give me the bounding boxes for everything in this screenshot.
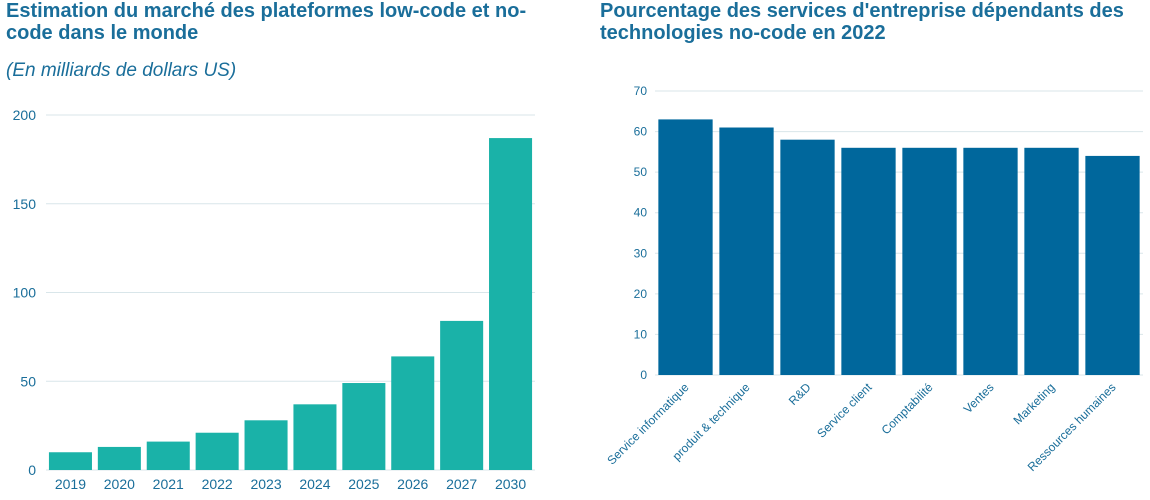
left-y-tick-label: 100 <box>13 285 37 301</box>
left-x-tick-label: 2025 <box>348 476 379 492</box>
right-chart-title: Pourcentage des services d'entreprise dé… <box>600 0 1124 44</box>
left-bar-2027 <box>440 320 484 470</box>
left-x-tick-label: 2023 <box>250 476 281 492</box>
right-bar-5 <box>963 147 1018 375</box>
left-chart-subtitle: (En milliards de dollars US) <box>6 60 237 81</box>
right-bar-7 <box>1085 155 1140 375</box>
right-y-tick-label: 10 <box>634 327 648 341</box>
left-bar-2019 <box>48 452 92 470</box>
left-chart-title: Estimation du marché des plateformes low… <box>6 0 527 44</box>
right-y-tick-label: 60 <box>634 125 648 139</box>
right-bar-4 <box>902 147 957 375</box>
left-x-tick-label: 2026 <box>397 476 428 492</box>
right-bar-1 <box>719 127 774 375</box>
right-y-tick-label: 70 <box>634 84 648 98</box>
left-y-tick-label: 200 <box>13 107 37 123</box>
right-bar-6 <box>1024 147 1079 375</box>
right-y-tick-label: 40 <box>634 206 648 220</box>
left-x-tick-label: 2019 <box>55 476 86 492</box>
right-bar-3 <box>841 147 896 375</box>
right-x-tick-label: Marketing <box>1010 380 1057 427</box>
left-x-tick-label: 2021 <box>153 476 184 492</box>
left-bar-2022 <box>195 432 239 470</box>
right-x-tick-label: Service client <box>814 380 875 441</box>
left-bar-2025 <box>342 383 386 470</box>
left-bar-2030 <box>489 138 533 470</box>
right-y-tick-label: 30 <box>634 246 648 260</box>
right-y-tick-label: 20 <box>634 287 648 301</box>
left-x-tick-label: 2024 <box>299 476 330 492</box>
left-x-tick-label: 2027 <box>446 476 477 492</box>
left-y-tick-label: 0 <box>28 462 36 478</box>
right-y-tick-label: 0 <box>640 368 647 382</box>
left-y-tick-label: 150 <box>13 196 37 212</box>
right-y-tick-label: 50 <box>634 165 648 179</box>
left-bar-2024 <box>293 404 337 470</box>
left-bar-2021 <box>146 441 190 470</box>
left-x-tick-label: 2030 <box>495 476 526 492</box>
right-bar-2 <box>780 139 835 375</box>
right-x-tick-label: Comptabilité <box>879 380 936 437</box>
left-x-tick-label: 2022 <box>202 476 233 492</box>
left-x-tick-label: 2020 <box>104 476 135 492</box>
left-bar-2023 <box>244 420 288 470</box>
right-x-tick-label: R&D <box>786 380 814 408</box>
right-bar-0 <box>658 119 713 376</box>
left-bar-2026 <box>391 356 435 470</box>
left-bar-2020 <box>97 446 141 470</box>
right-x-tick-label: Ventes <box>961 380 997 416</box>
left-y-tick-label: 50 <box>20 373 36 389</box>
